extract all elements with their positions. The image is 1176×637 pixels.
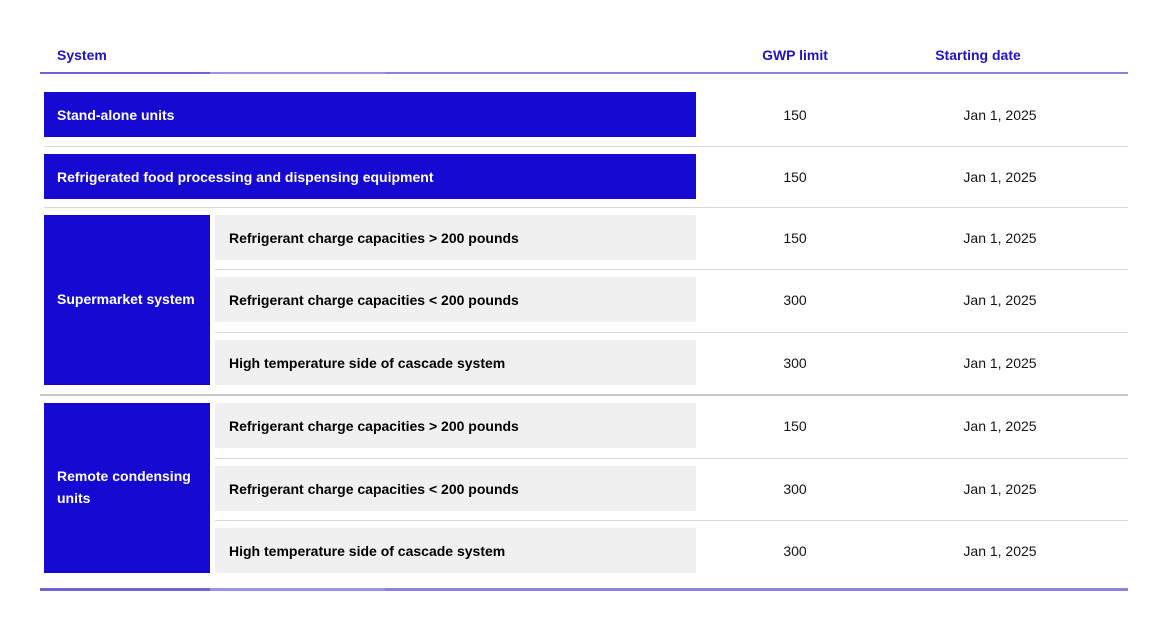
subsystem-cell: Refrigerant charge capacities > 200 poun…: [215, 403, 696, 448]
starting-date-value: Jan 1, 2025: [963, 229, 1037, 246]
starting-date-value: Jan 1, 2025: [963, 417, 1037, 434]
gwp-limit-value: 300: [783, 480, 807, 497]
subrow-divider: [215, 269, 1128, 270]
gwp-limit-value: 150: [783, 168, 807, 185]
system-group-cell: Remote condensing units: [44, 403, 210, 573]
subsystem-cell: High temperature side of cascade system: [215, 340, 696, 385]
row-divider: [44, 207, 1128, 208]
column-header-starting-date: Starting date: [935, 47, 1021, 63]
header-rule: [40, 72, 1128, 74]
subrow-divider: [215, 332, 1128, 333]
system-cell: Refrigerated food processing and dispens…: [44, 154, 696, 199]
subrow-divider: [215, 520, 1128, 521]
row-divider: [44, 146, 1128, 147]
column-header-gwp-limit: GWP limit: [762, 47, 828, 63]
gwp-limit-value: 150: [783, 417, 807, 434]
subsystem-cell: Refrigerant charge capacities > 200 poun…: [215, 215, 696, 260]
column-header-system: System: [57, 47, 107, 63]
system-cell: Stand-alone units: [44, 92, 696, 137]
starting-date-value: Jan 1, 2025: [963, 291, 1037, 308]
bottom-rule: [40, 588, 1128, 591]
gwp-limit-value: 300: [783, 354, 807, 371]
starting-date-value: Jan 1, 2025: [963, 480, 1037, 497]
starting-date-value: Jan 1, 2025: [963, 106, 1037, 123]
group-divider: [40, 394, 1128, 396]
subrow-divider: [215, 458, 1128, 459]
gwp-limit-value: 150: [783, 229, 807, 246]
subsystem-cell: Refrigerant charge capacities < 200 poun…: [215, 466, 696, 511]
starting-date-value: Jan 1, 2025: [963, 354, 1037, 371]
gwp-limit-value: 300: [783, 291, 807, 308]
gwp-limit-value: 300: [783, 542, 807, 559]
subsystem-cell: High temperature side of cascade system: [215, 528, 696, 573]
gwp-limit-value: 150: [783, 106, 807, 123]
starting-date-value: Jan 1, 2025: [963, 168, 1037, 185]
subsystem-cell: Refrigerant charge capacities < 200 poun…: [215, 277, 696, 322]
system-group-cell: Supermarket system: [44, 215, 210, 385]
starting-date-value: Jan 1, 2025: [963, 542, 1037, 559]
